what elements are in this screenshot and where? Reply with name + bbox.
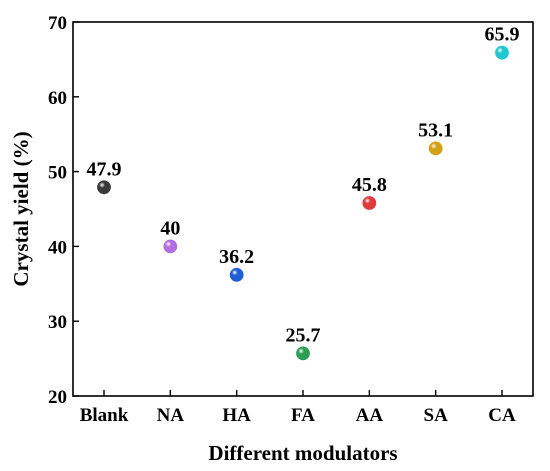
x-tick-label: AA: [356, 405, 384, 426]
data-point-ca: [495, 45, 509, 60]
data-point-blank: [97, 180, 111, 195]
x-tick-label: Blank: [80, 405, 129, 426]
x-tick-label: FA: [291, 405, 315, 426]
x-axis: Blank NA HA FA AA SA CA: [80, 390, 516, 426]
data-point-sa: [428, 141, 443, 156]
y-tick-label: 30: [48, 312, 67, 333]
y-axis-title: Crystal yield (%): [9, 131, 33, 286]
data-label-ha: 36.2: [219, 246, 254, 268]
data-label-blank: 47.9: [87, 158, 122, 180]
data-points: [97, 45, 509, 361]
y-tick-label: 60: [48, 88, 67, 109]
data-point-fa: [296, 346, 310, 361]
data-label-fa: 25.7: [286, 324, 321, 346]
data-label-na: 40: [160, 217, 180, 239]
data-labels: 47.9 40 36.2 25.7 45.8 53.1 65.9: [87, 24, 520, 347]
data-point-na: [163, 239, 178, 254]
data-label-aa: 45.8: [352, 174, 387, 196]
x-tick-label: NA: [157, 405, 185, 426]
data-point-aa: [362, 196, 377, 210]
data-point-ha: [229, 267, 244, 282]
x-tick-label: CA: [488, 405, 516, 426]
x-axis-title: Different modulators: [208, 441, 397, 465]
y-axis: 20 30 40 50 60 70: [48, 13, 79, 408]
y-tick-label: 70: [48, 13, 67, 34]
data-label-sa: 53.1: [418, 119, 453, 141]
x-tick-label: SA: [424, 405, 449, 426]
y-tick-label: 50: [48, 163, 67, 184]
y-tick-label: 40: [48, 237, 67, 258]
y-tick-label: 20: [48, 387, 67, 408]
data-label-ca: 65.9: [485, 24, 520, 46]
x-tick-label: HA: [222, 405, 251, 426]
